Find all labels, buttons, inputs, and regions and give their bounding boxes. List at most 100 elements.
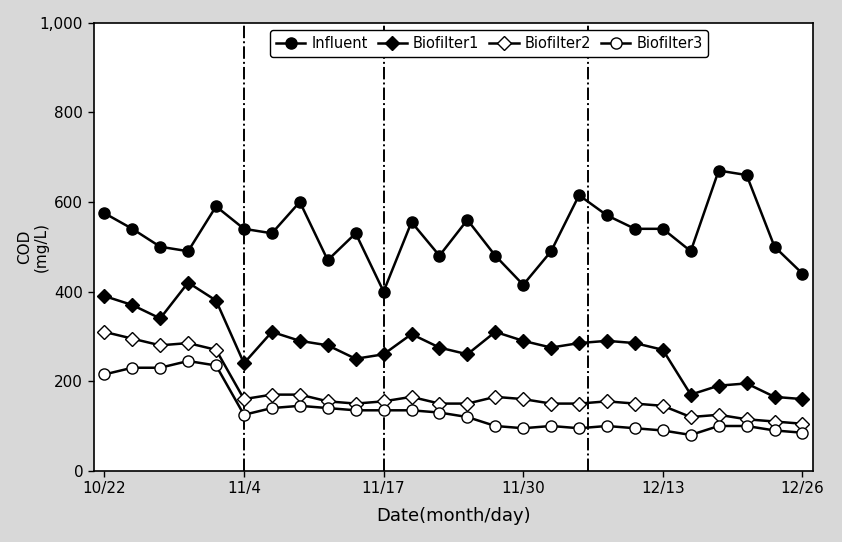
Influent bbox=[462, 217, 472, 223]
Biofilter3 bbox=[797, 429, 807, 436]
Biofilter3 bbox=[714, 423, 724, 429]
Biofilter1 bbox=[407, 331, 417, 337]
Line: Biofilter3: Biofilter3 bbox=[99, 356, 808, 441]
Influent bbox=[99, 210, 109, 216]
Biofilter2 bbox=[267, 391, 277, 398]
Biofilter3 bbox=[267, 405, 277, 411]
Influent bbox=[295, 199, 305, 205]
Biofilter1 bbox=[602, 338, 612, 344]
Biofilter1 bbox=[518, 338, 528, 344]
Influent bbox=[518, 282, 528, 288]
Biofilter1 bbox=[99, 293, 109, 299]
Biofilter1 bbox=[630, 340, 640, 346]
Biofilter1 bbox=[267, 328, 277, 335]
Biofilter3 bbox=[127, 364, 137, 371]
Y-axis label: COD
(mg/L): COD (mg/L) bbox=[17, 222, 49, 272]
Biofilter2 bbox=[239, 396, 249, 402]
Biofilter1 bbox=[462, 351, 472, 358]
Biofilter2 bbox=[379, 398, 389, 404]
Biofilter2 bbox=[770, 418, 780, 425]
Biofilter2 bbox=[602, 398, 612, 404]
Biofilter3 bbox=[99, 371, 109, 378]
Biofilter1 bbox=[658, 346, 668, 353]
Biofilter3 bbox=[546, 423, 557, 429]
Influent bbox=[155, 243, 165, 250]
Line: Biofilter2: Biofilter2 bbox=[99, 327, 807, 429]
Biofilter2 bbox=[462, 401, 472, 407]
Influent bbox=[685, 248, 695, 255]
Influent bbox=[407, 219, 417, 225]
Influent bbox=[379, 288, 389, 295]
Biofilter3 bbox=[211, 362, 221, 369]
Biofilter1 bbox=[155, 315, 165, 322]
Influent bbox=[127, 225, 137, 232]
Influent bbox=[546, 248, 557, 255]
X-axis label: Date(month/day): Date(month/day) bbox=[376, 507, 530, 525]
Biofilter3 bbox=[685, 431, 695, 438]
Biofilter1 bbox=[211, 297, 221, 304]
Biofilter2 bbox=[322, 398, 333, 404]
Biofilter3 bbox=[379, 407, 389, 414]
Biofilter3 bbox=[350, 407, 360, 414]
Biofilter2 bbox=[155, 342, 165, 349]
Biofilter1 bbox=[183, 279, 193, 286]
Biofilter1 bbox=[797, 396, 807, 402]
Influent bbox=[574, 192, 584, 198]
Biofilter1 bbox=[322, 342, 333, 349]
Biofilter3 bbox=[155, 364, 165, 371]
Influent bbox=[490, 253, 500, 259]
Biofilter1 bbox=[239, 360, 249, 366]
Biofilter2 bbox=[658, 403, 668, 409]
Biofilter2 bbox=[183, 340, 193, 346]
Biofilter1 bbox=[574, 340, 584, 346]
Biofilter1 bbox=[434, 344, 445, 351]
Biofilter3 bbox=[574, 425, 584, 431]
Biofilter1 bbox=[770, 393, 780, 400]
Biofilter3 bbox=[630, 425, 640, 431]
Biofilter1 bbox=[350, 356, 360, 362]
Biofilter1 bbox=[546, 344, 557, 351]
Influent bbox=[742, 172, 752, 178]
Legend: Influent, Biofilter1, Biofilter2, Biofilter3: Influent, Biofilter1, Biofilter2, Biofil… bbox=[270, 30, 708, 56]
Biofilter3 bbox=[658, 427, 668, 434]
Biofilter2 bbox=[546, 401, 557, 407]
Biofilter2 bbox=[742, 416, 752, 423]
Biofilter3 bbox=[462, 414, 472, 420]
Influent bbox=[350, 230, 360, 236]
Biofilter3 bbox=[295, 403, 305, 409]
Biofilter2 bbox=[490, 393, 500, 400]
Influent bbox=[630, 225, 640, 232]
Biofilter1 bbox=[379, 351, 389, 358]
Biofilter2 bbox=[797, 421, 807, 427]
Influent bbox=[714, 167, 724, 174]
Biofilter3 bbox=[742, 423, 752, 429]
Influent bbox=[658, 225, 668, 232]
Influent bbox=[322, 257, 333, 263]
Influent bbox=[434, 253, 445, 259]
Biofilter3 bbox=[518, 425, 528, 431]
Biofilter2 bbox=[685, 414, 695, 420]
Biofilter3 bbox=[434, 409, 445, 416]
Influent bbox=[211, 203, 221, 210]
Biofilter1 bbox=[490, 328, 500, 335]
Influent bbox=[267, 230, 277, 236]
Biofilter1 bbox=[295, 338, 305, 344]
Biofilter3 bbox=[407, 407, 417, 414]
Biofilter2 bbox=[99, 328, 109, 335]
Influent bbox=[770, 243, 780, 250]
Biofilter2 bbox=[518, 396, 528, 402]
Biofilter1 bbox=[127, 302, 137, 308]
Influent bbox=[797, 270, 807, 277]
Biofilter2 bbox=[407, 393, 417, 400]
Biofilter2 bbox=[295, 391, 305, 398]
Biofilter2 bbox=[350, 401, 360, 407]
Influent bbox=[239, 225, 249, 232]
Biofilter1 bbox=[685, 391, 695, 398]
Influent bbox=[183, 248, 193, 255]
Biofilter2 bbox=[211, 346, 221, 353]
Biofilter1 bbox=[742, 380, 752, 386]
Biofilter3 bbox=[770, 427, 780, 434]
Biofilter3 bbox=[322, 405, 333, 411]
Biofilter2 bbox=[127, 335, 137, 342]
Biofilter2 bbox=[574, 401, 584, 407]
